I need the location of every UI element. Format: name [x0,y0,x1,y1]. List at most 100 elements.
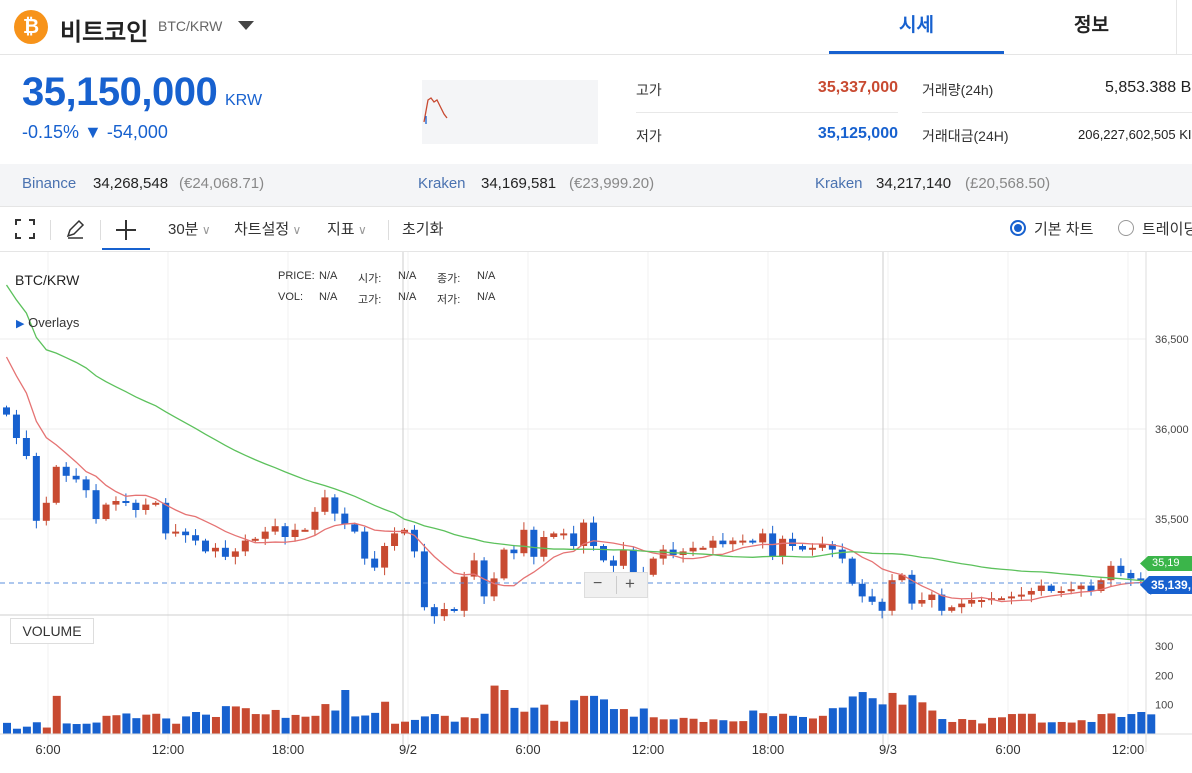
candle [182,531,190,536]
basic-chart-radio[interactable] [1010,220,1026,236]
candle [1087,585,1095,591]
exchange-price: 34,169,581 [481,175,557,192]
chevron-down-icon: ∨ [354,223,367,237]
candle [779,538,787,557]
crosshair-icon [116,220,136,240]
candle [1037,585,1045,591]
candle [878,601,886,611]
candle [550,533,558,537]
indicators-menu[interactable]: 지표 ∨ [327,218,367,239]
volume-bar [998,717,1006,734]
price-chart[interactable]: 36,500 36,000 35,500 300 200 100 6:00 12:00 18:0… [0,252,1192,768]
candle [321,497,329,512]
candle [351,524,359,532]
volume-bar [301,716,310,734]
chevron-down-icon[interactable] [238,21,254,30]
overlays-toggle[interactable]: ▶ Overlays [16,315,79,330]
volume-bar [22,726,31,734]
candle [341,513,349,525]
volume-panel-label: VOLUME [10,618,94,644]
pencil-icon[interactable] [65,219,85,239]
candle [22,438,30,456]
volume-bar [759,713,768,734]
legend-price-value: N/A [319,270,338,282]
candle [490,578,498,597]
reset-button[interactable]: 초기화 [402,221,444,238]
legend-open-label: 시가: [358,273,382,285]
legend-vol-value: N/A [319,291,338,303]
candle [729,540,737,545]
chart-settings-menu[interactable]: 차트설정 ∨ [234,218,301,239]
candle [12,414,20,438]
x-tick-label: 12:00 [1112,742,1145,757]
candle [808,547,816,550]
sparkline-line [423,97,448,123]
candle [311,511,319,530]
candle [42,502,50,521]
candle [391,533,399,546]
volume-bar [520,711,529,734]
volume-bar [470,718,479,734]
exchange-foreign-price: (€23,999.20) [569,175,655,192]
volume-bar [689,718,698,734]
current-price: 35,150,000 [22,70,218,114]
volume-bar [968,719,977,734]
coin-pair: BTC/KRW [158,18,223,34]
candle [291,529,299,537]
zoom-out-button[interactable]: − [593,575,603,592]
candle [709,540,717,548]
trading-chart-radio[interactable] [1118,220,1134,236]
tab-info[interactable]: 정보 [1074,15,1109,36]
volume-bar [858,692,867,734]
volume-bar [1137,712,1146,734]
volume-bar [440,715,449,734]
exchange-name[interactable]: Binance [22,175,77,192]
volume-bar [609,709,618,734]
volume-bar [102,715,111,734]
candle [420,551,428,608]
volume-bar [351,716,360,734]
volume-bar [978,723,987,734]
candle [938,594,946,611]
candle [301,529,309,532]
volume-bar [122,713,131,734]
chevron-down-icon: ∨ [198,223,211,237]
candle [629,549,637,573]
volume-bar [948,721,957,734]
radio-dot [1014,224,1022,232]
exchange-name[interactable]: Kraken [418,175,466,192]
volume-bar [590,695,599,734]
volume-bar [560,721,569,734]
high-value: 35,337,000 [817,79,898,96]
exchange-name[interactable]: Kraken [815,175,863,192]
volume-bar [82,723,91,734]
volume-bar [729,721,738,734]
volume-bar [1027,713,1036,734]
tab-market-price[interactable]: 시세 [829,0,1004,54]
basic-chart-label[interactable]: 기본 차트 [1034,221,1094,238]
amount-24h-value: 206,227,602,505 KI [1078,127,1192,142]
high-label: 고가 [636,82,662,98]
zoom-in-button[interactable]: + [625,574,635,593]
candle [371,558,379,568]
trading-chart-label[interactable]: 트레이딩 [1142,221,1192,238]
fullscreen-icon[interactable] [15,219,35,239]
volume-bar [510,707,519,734]
volume-bar [958,719,967,734]
legend-high-label: 고가: [358,294,382,306]
volume-bar [202,714,210,734]
volume-bar [550,720,559,734]
candle [1107,565,1115,581]
volume-bar [311,715,320,734]
volume-bar [1017,713,1026,734]
interval-select[interactable]: 30분 ∨ [168,218,211,239]
triangle-right-icon: ▶ [16,318,25,330]
crosshair-tool[interactable] [102,214,150,250]
volume-bar [709,719,718,734]
candle [908,574,916,604]
candle [251,538,259,541]
candle [1007,596,1015,599]
volume-bar [291,714,300,734]
volume-tick-label: 300 [1155,641,1173,653]
candle [818,544,826,548]
